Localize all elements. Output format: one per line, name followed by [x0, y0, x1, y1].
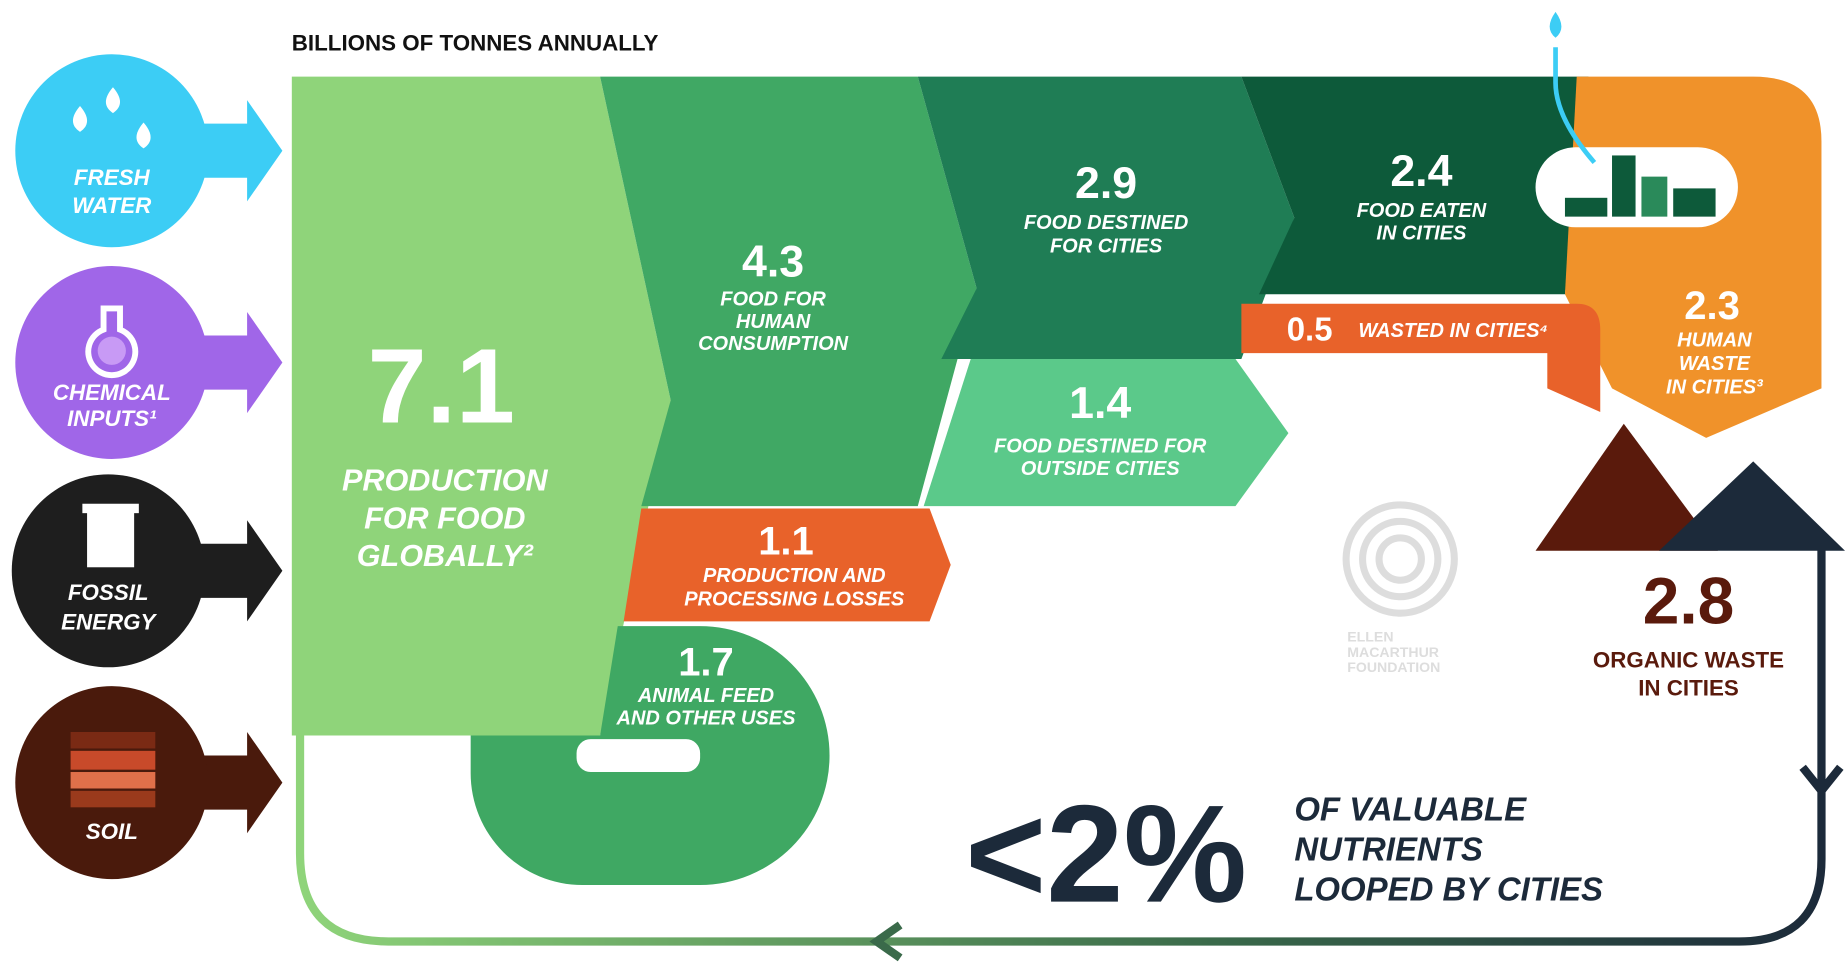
logo-label: ELLEN	[1347, 629, 1393, 645]
flow-label: PRODUCTION	[342, 464, 548, 498]
input-label: WATER	[72, 193, 151, 218]
input-label: SOIL	[86, 819, 138, 844]
flow-label: WASTED IN CITIES⁴	[1358, 320, 1548, 342]
organic-label: ORGANIC WASTE	[1593, 647, 1784, 672]
flow-value: 0.5	[1287, 311, 1333, 348]
flow-label: AND OTHER USES	[616, 707, 797, 729]
title: BILLIONS OF TONNES ANNUALLY	[292, 31, 659, 56]
flow-label: FOOD EATEN	[1357, 200, 1487, 222]
input-label: FRESH	[74, 165, 151, 190]
flow-value: 1.4	[1069, 379, 1131, 428]
summary-label: OF VALUABLE	[1294, 791, 1527, 828]
summary-value: <2%	[965, 777, 1247, 932]
flow-label: WASTE	[1679, 353, 1751, 375]
flow-value: 1.1	[758, 519, 814, 563]
logo-label: MACARTHUR	[1347, 644, 1439, 660]
flow-label: PRODUCTION AND	[703, 565, 886, 587]
flow-label: FOR CITIES	[1050, 236, 1163, 258]
flow-label: HUMAN	[1677, 330, 1752, 352]
flow-label: FOOD DESTINED	[1024, 212, 1188, 234]
summary-label: LOOPED BY CITIES	[1294, 871, 1603, 908]
flow-label: FOR FOOD	[364, 501, 525, 535]
summary-label: NUTRIENTS	[1294, 831, 1483, 868]
flow-label: IN CITIES	[1376, 223, 1467, 245]
logo-mark	[1346, 505, 1454, 613]
flow-label: ANIMAL FEED	[637, 685, 774, 707]
flow-label: FOOD DESTINED FOR	[994, 436, 1207, 458]
flow-label: OUTSIDE CITIES	[1021, 458, 1181, 480]
flow-label: HUMAN	[736, 311, 811, 333]
flow-value: 2.4	[1390, 147, 1452, 196]
flow-value: 4.3	[742, 238, 804, 287]
flow-label: IN CITIES³	[1666, 377, 1764, 399]
flow-label: FOOD FOR	[720, 288, 826, 310]
input-label: INPUTS¹	[67, 406, 157, 431]
flow-value: 1.7	[678, 641, 734, 685]
flow-value: 7.1	[368, 327, 515, 445]
logo-label: FOUNDATION	[1347, 659, 1440, 675]
input-label: ENERGY	[61, 610, 157, 635]
flow-value: 2.9	[1075, 159, 1137, 208]
infographic: BILLIONS OF TONNES ANNUALLY FRESH WATER CH…	[0, 0, 1845, 971]
organic-value: 2.8	[1643, 564, 1735, 638]
flow-label: CONSUMPTION	[698, 333, 849, 355]
input-label: FOSSIL	[68, 580, 149, 605]
flow-label: GLOBALLY²	[357, 539, 534, 573]
input-label: CHEMICAL	[53, 380, 171, 405]
flow-label: PROCESSING LOSSES	[684, 589, 905, 611]
flow-value: 2.3	[1684, 284, 1740, 328]
organic-label: IN CITIES	[1638, 676, 1739, 701]
